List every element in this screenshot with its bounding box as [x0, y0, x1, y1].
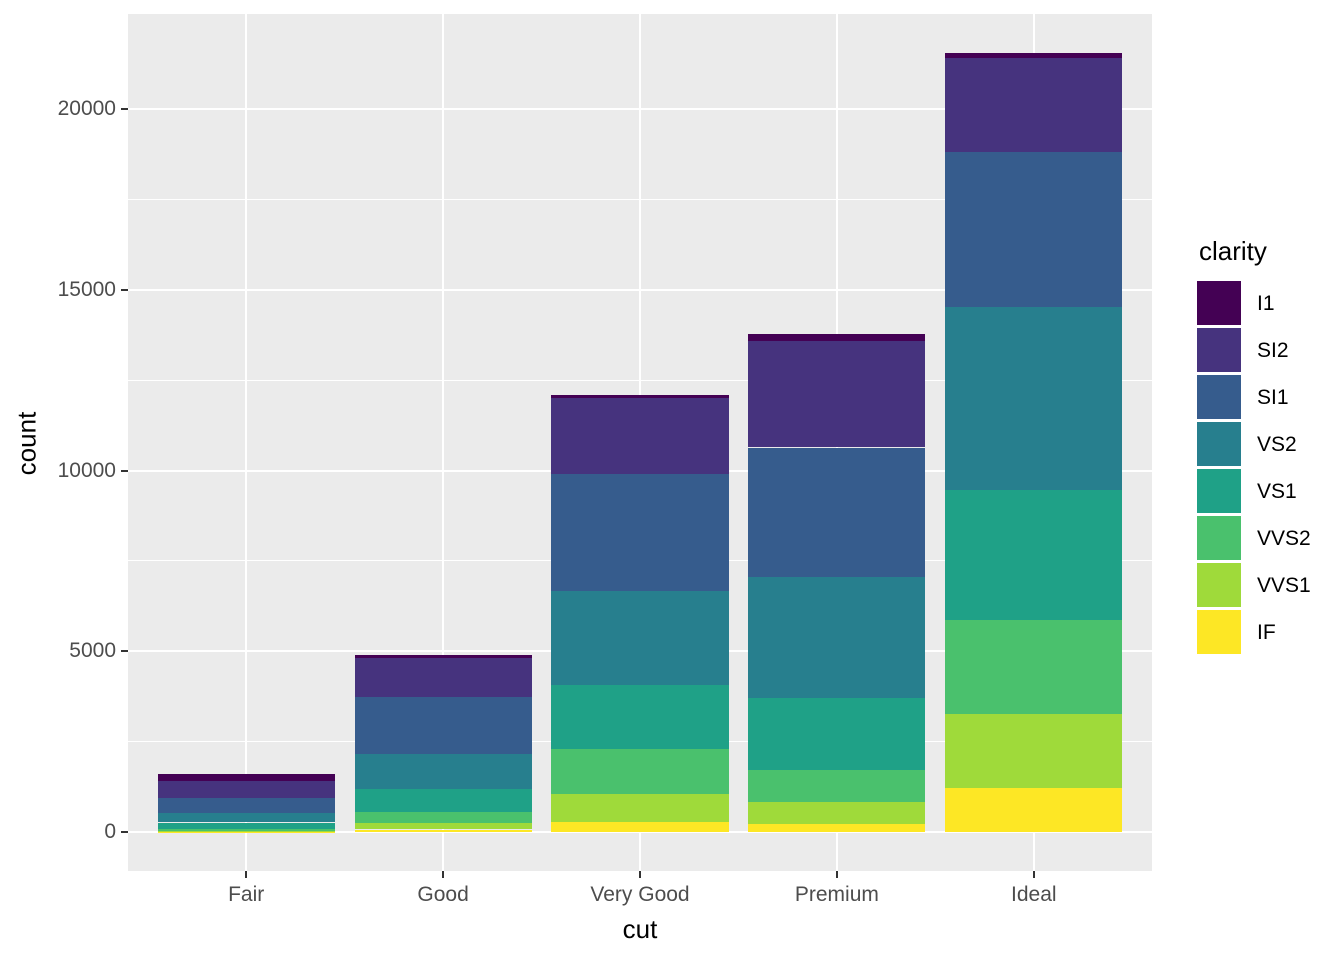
gridline-vertical: [442, 14, 445, 871]
legend-item-vvs1: VVS1: [1197, 562, 1337, 609]
legend-item-label: VVS1: [1257, 573, 1311, 597]
bar-segment-si1: [354, 697, 532, 754]
bar-segment-if: [945, 788, 1123, 832]
bar-segment-if: [354, 829, 532, 833]
bar-segment-vvs1: [945, 714, 1123, 789]
gridline-major: [128, 288, 1152, 291]
plot-panel: [128, 14, 1152, 871]
y-tick-label: 5000: [69, 639, 116, 663]
bar-segment-si1: [157, 798, 335, 813]
bar-segment-vvs1: [551, 793, 729, 823]
x-tick-label: Fair: [228, 883, 265, 906]
bar-segment-si1: [945, 152, 1123, 307]
bar-segment-vs2: [157, 813, 335, 823]
bar-segment-i1: [354, 654, 532, 659]
x-tick-label: Premium: [794, 883, 879, 906]
bar-segment-si2: [551, 398, 729, 475]
legend-item-vvs2: VVS2: [1197, 515, 1337, 562]
bar-segment-if: [551, 822, 729, 832]
legend-key-swatch: [1197, 281, 1241, 325]
bar-segment-vvs2: [748, 770, 926, 802]
y-tick-mark: [121, 831, 128, 833]
legend-key-swatch: [1197, 422, 1241, 466]
y-tick-mark: [121, 469, 128, 472]
legend-key-swatch: [1197, 610, 1241, 654]
x-tick-mark: [442, 871, 445, 878]
legend-title: clarity: [1199, 236, 1267, 266]
bar-segment-vs1: [157, 822, 335, 829]
bar-segment-vs2: [945, 307, 1123, 491]
bar-segment-vs1: [945, 490, 1123, 620]
bar-segment-vvs2: [354, 812, 532, 823]
legend-key-swatch: [1197, 375, 1241, 419]
x-tick-label: Ideal: [1011, 883, 1057, 906]
y-tick-mark: [121, 288, 128, 291]
x-axis-title: cut: [622, 914, 658, 944]
bar-segment-i1: [157, 773, 335, 782]
bar-segment-si2: [945, 58, 1123, 153]
legend-item-i1: I1: [1197, 280, 1337, 327]
gridline-major: [128, 108, 1152, 110]
bar-segment-i1: [748, 333, 926, 341]
bar-segment-vs1: [748, 698, 926, 770]
bar-segment-si1: [551, 474, 729, 592]
gridline-vertical: [245, 14, 248, 871]
y-tick-mark: [121, 108, 128, 110]
y-axis-title: count: [11, 411, 42, 476]
legend-item-label: SI1: [1257, 385, 1289, 409]
legend-key-swatch: [1197, 516, 1241, 560]
x-tick-label: Good: [417, 883, 469, 906]
y-tick-label: 20000: [57, 97, 116, 120]
bar-segment-vvs2: [945, 620, 1123, 715]
legend-item-if: IF: [1197, 609, 1337, 656]
legend-item-label: SI2: [1257, 338, 1289, 362]
y-tick-label: 0: [104, 820, 116, 843]
bar-segment-i1: [551, 395, 729, 399]
legend-item-si1: SI1: [1197, 374, 1337, 421]
bar-segment-vvs1: [748, 801, 926, 824]
y-tick-label: 10000: [57, 458, 116, 482]
x-tick-mark: [639, 871, 641, 878]
y-tick-mark: [121, 650, 128, 653]
legend-item-label: VVS2: [1257, 526, 1311, 550]
legend-item-si2: SI2: [1197, 327, 1337, 374]
x-tick-mark: [835, 871, 838, 878]
bar-segment-if: [748, 823, 926, 832]
bar-segment-vvs2: [157, 828, 335, 832]
legend-item-vs1: VS1: [1197, 468, 1337, 515]
bar-segment-vs2: [551, 591, 729, 685]
x-tick-label: Very Good: [590, 883, 690, 906]
bar-segment-vs2: [354, 753, 532, 789]
bar-segment-si2: [354, 658, 532, 698]
bar-segment-vvs1: [354, 822, 532, 830]
gridline-major: [128, 831, 1152, 833]
legend-key-swatch: [1197, 563, 1241, 607]
legend-item-label: IF: [1257, 620, 1276, 644]
bar-segment-vs1: [354, 789, 532, 813]
legend-item-label: VS2: [1257, 432, 1297, 456]
legend-key-swatch: [1197, 469, 1241, 513]
legend-item-label: VS1: [1257, 479, 1297, 503]
legend-item-vs2: VS2: [1197, 421, 1337, 468]
bar-segment-vvs2: [551, 749, 729, 794]
legend-key-swatch: [1197, 328, 1241, 372]
x-tick-mark: [245, 871, 248, 878]
bar-segment-i1: [945, 53, 1123, 59]
gridline-minor: [128, 379, 1152, 381]
legend-item-label: I1: [1257, 291, 1275, 315]
bar-segment-si1: [748, 447, 926, 577]
gridline-minor: [128, 198, 1152, 200]
bar-segment-vs2: [748, 576, 926, 699]
bar-segment-si2: [157, 781, 335, 799]
bar-segment-vvs1: [157, 831, 335, 832]
y-tick-label: 15000: [57, 277, 116, 301]
x-tick-mark: [1032, 871, 1035, 878]
bar-segment-vs1: [551, 685, 729, 750]
bar-segment-si2: [748, 340, 926, 448]
